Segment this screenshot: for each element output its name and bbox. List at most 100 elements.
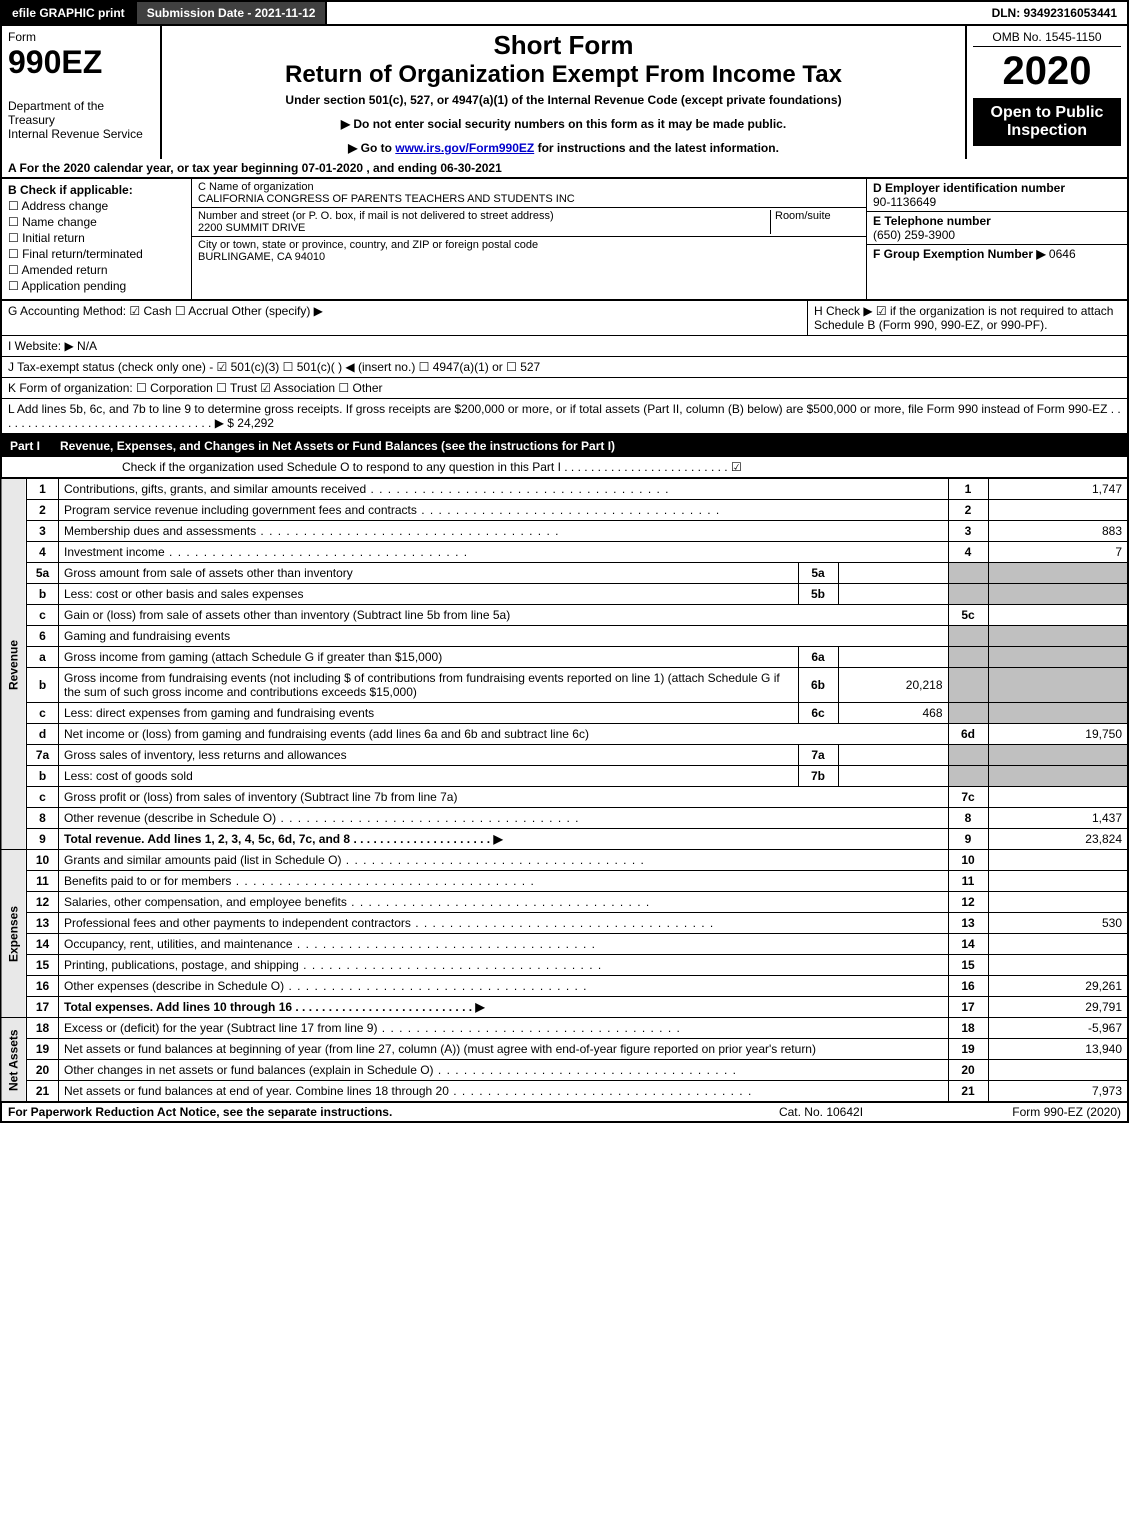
irs-link[interactable]: www.irs.gov/Form990EZ [395,141,534,155]
l5a-rshade [948,563,988,584]
l5a-desc: Gross amount from sale of assets other t… [59,563,799,584]
city-value: BURLINGAME, CA 94010 [198,251,860,263]
l5b-rshade [948,584,988,605]
page-footer: For Paperwork Reduction Act Notice, see … [0,1102,1129,1123]
under-section: Under section 501(c), 527, or 4947(a)(1)… [168,93,959,107]
group-label: F Group Exemption Number ▶ [873,247,1046,261]
l19-val: 13,940 [988,1039,1128,1060]
l7a-desc: Gross sales of inventory, less returns a… [59,745,799,766]
org-name-label: C Name of organization [198,181,860,193]
l9-desc: Total revenue. Add lines 1, 2, 3, 4, 5c,… [59,829,949,850]
ein-label: D Employer identification number [873,181,1121,195]
row-k-org-form: K Form of organization: ☐ Corporation ☐ … [0,378,1129,399]
l6b-mv: 20,218 [838,668,948,703]
group-block: F Group Exemption Number ▶ 0646 [867,245,1127,263]
l1-rnum: 1 [948,479,988,500]
l8-rnum: 8 [948,808,988,829]
l15-desc: Printing, publications, postage, and shi… [59,955,949,976]
l6c-mn: 6c [798,703,838,724]
l21-desc: Net assets or fund balances at end of ye… [59,1081,949,1102]
col-c-org: C Name of organization CALIFORNIA CONGRE… [192,179,867,299]
l11-desc: Benefits paid to or for members [59,871,949,892]
l20-val [988,1060,1128,1081]
chk-initial-return[interactable]: ☐ Initial return [8,231,185,245]
l13-val: 530 [988,913,1128,934]
part-i-table: Revenue 1 Contributions, gifts, grants, … [0,478,1129,1102]
row-l-gross-receipts: L Add lines 5b, 6c, and 7b to line 9 to … [0,399,1129,435]
chk-final-return[interactable]: ☐ Final return/terminated [8,247,185,261]
l6a-desc: Gross income from gaming (attach Schedul… [59,647,799,668]
open-to-public: Open to Public Inspection [973,98,1121,146]
l11-rnum: 11 [948,871,988,892]
l5c-num: c [27,605,59,626]
chk-application-pending[interactable]: ☐ Application pending [8,279,185,293]
org-name-block: C Name of organization CALIFORNIA CONGRE… [192,179,866,208]
l6c-num: c [27,703,59,724]
l7b-mv [838,766,948,787]
l4-num: 4 [27,542,59,563]
row-g-h: G Accounting Method: ☑ Cash ☐ Accrual Ot… [0,301,1129,336]
l7b-desc: Less: cost of goods sold [59,766,799,787]
l6c-rshade [948,703,988,724]
ssn-warning: ▶ Do not enter social security numbers o… [168,117,959,131]
l5a-mv [838,563,948,584]
l7b-rvshade [988,766,1128,787]
goto-post: for instructions and the latest informat… [538,141,779,155]
chk-amended-return[interactable]: ☐ Amended return [8,263,185,277]
form-header: Form 990EZ Department of the Treasury In… [0,26,1129,159]
l16-val: 29,261 [988,976,1128,997]
l6a-rshade [948,647,988,668]
l5c-rnum: 5c [948,605,988,626]
l2-rnum: 2 [948,500,988,521]
l6a-rvshade [988,647,1128,668]
l6d-val: 19,750 [988,724,1128,745]
l17-num: 17 [27,997,59,1018]
l18-desc: Excess or (deficit) for the year (Subtra… [59,1018,949,1039]
l20-desc: Other changes in net assets or fund bala… [59,1060,949,1081]
l2-num: 2 [27,500,59,521]
ein-block: D Employer identification number 90-1136… [867,179,1127,212]
l6d-num: d [27,724,59,745]
l5c-val [988,605,1128,626]
dln-label: DLN: 93492316053441 [982,2,1127,24]
l8-desc: Other revenue (describe in Schedule O) [59,808,949,829]
row-j-tax-status: J Tax-exempt status (check only one) - ☑… [0,357,1129,378]
l16-desc: Other expenses (describe in Schedule O) [59,976,949,997]
street-value: 2200 SUMMIT DRIVE [198,222,770,234]
l7a-rshade [948,745,988,766]
l4-val: 7 [988,542,1128,563]
l5b-desc: Less: cost or other basis and sales expe… [59,584,799,605]
header-right: OMB No. 1545-1150 2020 Open to Public In… [967,26,1127,159]
return-title: Return of Organization Exempt From Incom… [168,61,959,89]
l18-rnum: 18 [948,1018,988,1039]
spacer [327,2,981,24]
goto-pre: ▶ Go to [348,141,395,155]
l7a-rvshade [988,745,1128,766]
l9-val: 23,824 [988,829,1128,850]
dept-irs: Internal Revenue Service [8,127,154,141]
l5a-num: 5a [27,563,59,584]
l6-num: 6 [27,626,59,647]
tel-label: E Telephone number [873,214,1121,228]
l7c-val [988,787,1128,808]
tel-block: E Telephone number (650) 259-3900 [867,212,1127,245]
l13-rnum: 13 [948,913,988,934]
l1-val: 1,747 [988,479,1128,500]
row-i-website: I Website: ▶ N/A [0,336,1129,357]
city-block: City or town, state or province, country… [192,237,866,265]
l6-rvshade [988,626,1128,647]
l4-desc: Investment income [59,542,949,563]
l15-rnum: 15 [948,955,988,976]
l6c-rvshade [988,703,1128,724]
chk-name-change[interactable]: ☐ Name change [8,215,185,229]
l6d-rnum: 6d [948,724,988,745]
chk-address-change[interactable]: ☐ Address change [8,199,185,213]
room-suite: Room/suite [770,210,860,234]
cat-no: Cat. No. 10642I [721,1105,921,1119]
col-b-checkboxes: B Check if applicable: ☐ Address change … [2,179,192,299]
org-info-block: B Check if applicable: ☐ Address change … [0,179,1129,301]
l9-num: 9 [27,829,59,850]
l12-desc: Salaries, other compensation, and employ… [59,892,949,913]
efile-print-button[interactable]: efile GRAPHIC print [2,2,137,24]
col-d-ids: D Employer identification number 90-1136… [867,179,1127,299]
